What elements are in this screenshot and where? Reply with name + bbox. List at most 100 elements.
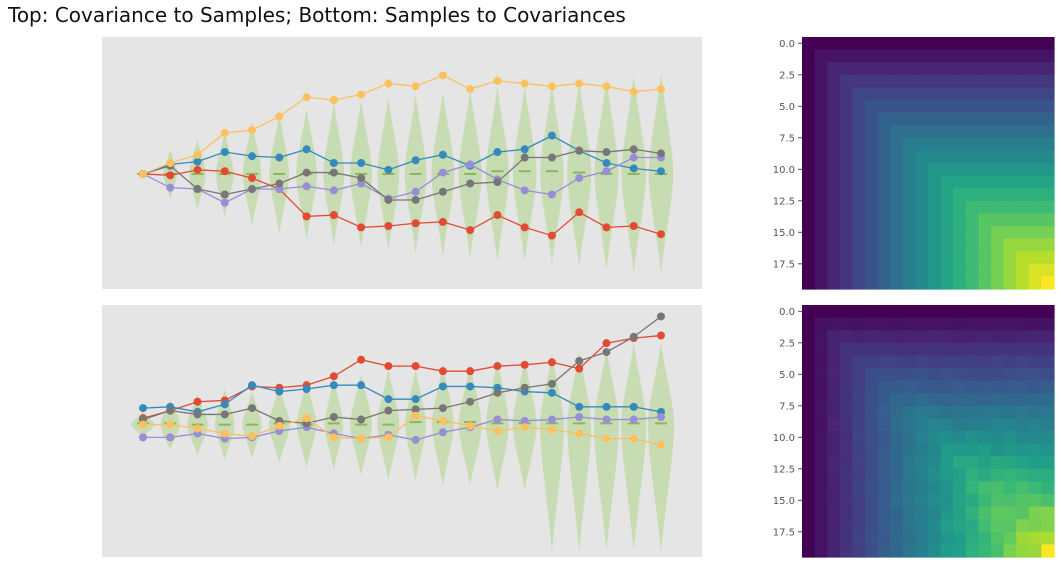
- heatmap-cell: [802, 62, 816, 76]
- heatmap-cell: [1028, 188, 1042, 202]
- heatmap-cell: [865, 163, 879, 177]
- series-point: [547, 82, 556, 91]
- series-line: [143, 415, 662, 446]
- heatmap-cell: [877, 188, 891, 202]
- series-point: [438, 71, 447, 80]
- heatmap-cell: [814, 251, 828, 265]
- heatmap-cell: [953, 163, 967, 177]
- heatmap-cell: [827, 380, 841, 394]
- heatmap-cell: [1041, 137, 1055, 151]
- heatmap-cell: [827, 276, 841, 290]
- heatmap-cell: [965, 405, 979, 419]
- heatmap-cell: [1028, 456, 1042, 470]
- series-point: [384, 79, 393, 88]
- heatmap-cell: [1028, 494, 1042, 508]
- heatmap-cell: [1016, 163, 1030, 177]
- heatmap-cell: [978, 418, 992, 432]
- heatmap-cell: [928, 368, 942, 382]
- series-point: [357, 415, 366, 424]
- heatmap-cell: [940, 368, 954, 382]
- heatmap-cell: [877, 531, 891, 545]
- heatmap-cell: [1003, 506, 1017, 520]
- heatmap-cell: [1041, 238, 1055, 252]
- heatmap-cell: [852, 544, 866, 558]
- heatmap-cell: [827, 263, 841, 277]
- heatmap-cell: [814, 519, 828, 533]
- heatmap-ytick-label: 5.0: [779, 370, 795, 381]
- series-point: [411, 395, 420, 404]
- heatmap-cell: [1028, 519, 1042, 533]
- heatmap-cell: [827, 37, 841, 51]
- series-point: [220, 429, 229, 438]
- heatmap-cell: [940, 418, 954, 432]
- series-line: [142, 384, 662, 413]
- series-point: [629, 153, 638, 162]
- heatmap-cell: [915, 276, 929, 290]
- heatmap-cell: [865, 531, 879, 545]
- heatmap-cell: [940, 37, 954, 51]
- heatmap-cell: [890, 226, 904, 240]
- heatmap-cell: [1003, 544, 1017, 558]
- heatmap-cell: [1041, 188, 1055, 202]
- series-point: [357, 381, 366, 390]
- heatmap-ytick-label: 17.5: [773, 259, 795, 270]
- heatmap-cell: [1028, 468, 1042, 482]
- heatmap-cell: [802, 368, 816, 382]
- heatmap-cell: [915, 305, 929, 319]
- heatmap-cell: [1016, 276, 1030, 290]
- heatmap-cell: [839, 342, 853, 356]
- heatmap-cell: [953, 405, 967, 419]
- heatmap-cell: [965, 163, 979, 177]
- heatmap-cell: [814, 125, 828, 139]
- heatmap-cell: [1003, 49, 1017, 63]
- heatmap-cell: [978, 544, 992, 558]
- series-point: [329, 186, 338, 195]
- heatmap-cell: [852, 100, 866, 114]
- heatmap-cell: [991, 163, 1005, 177]
- heatmap-cell: [865, 393, 879, 407]
- series-point: [275, 185, 284, 194]
- heatmap-cell: [928, 305, 942, 319]
- heatmap-cell: [1003, 342, 1017, 356]
- heatmap-cell: [1003, 519, 1017, 533]
- series-point: [139, 433, 147, 442]
- heatmap-cell: [940, 137, 954, 151]
- heatmap-cell: [865, 305, 879, 319]
- heatmap-cell: [865, 405, 879, 419]
- heatmap-cell: [965, 100, 979, 114]
- series-line: [142, 74, 662, 175]
- heatmap-cell: [890, 317, 904, 331]
- heatmap-cell: [1003, 405, 1017, 419]
- heatmap-cell: [877, 342, 891, 356]
- series-point: [466, 160, 475, 169]
- violin: [540, 83, 564, 265]
- heatmap-cell: [852, 276, 866, 290]
- heatmap-cell: [991, 368, 1005, 382]
- heatmap-cell: [940, 531, 954, 545]
- heatmap-cell: [978, 163, 992, 177]
- series-point: [275, 112, 284, 121]
- heatmap-cell: [928, 150, 942, 164]
- series-point: [384, 406, 393, 415]
- heatmap-cell: [877, 263, 891, 277]
- heatmap-cell: [940, 355, 954, 369]
- heatmap-cell: [1028, 380, 1042, 394]
- heatmap-cell: [965, 200, 979, 214]
- heatmap-cell: [814, 150, 828, 164]
- heatmap-cell: [814, 37, 828, 51]
- heatmap-cell: [890, 368, 904, 382]
- heatmap-cell: [865, 519, 879, 533]
- heatmap-cell: [978, 276, 992, 290]
- heatmap-cell: [827, 200, 841, 214]
- heatmap-cell: [865, 100, 879, 114]
- heatmap-cell: [839, 380, 853, 394]
- heatmap-cell: [890, 87, 904, 101]
- heatmap-cell: [827, 355, 841, 369]
- heatmap-cell: [1028, 37, 1042, 51]
- heatmap-cell: [1003, 380, 1017, 394]
- heatmap-cell: [827, 544, 841, 558]
- heatmap-cell: [877, 456, 891, 470]
- heatmap-cell: [991, 468, 1005, 482]
- heatmap-cell: [1041, 200, 1055, 214]
- heatmap-cell: [928, 519, 942, 533]
